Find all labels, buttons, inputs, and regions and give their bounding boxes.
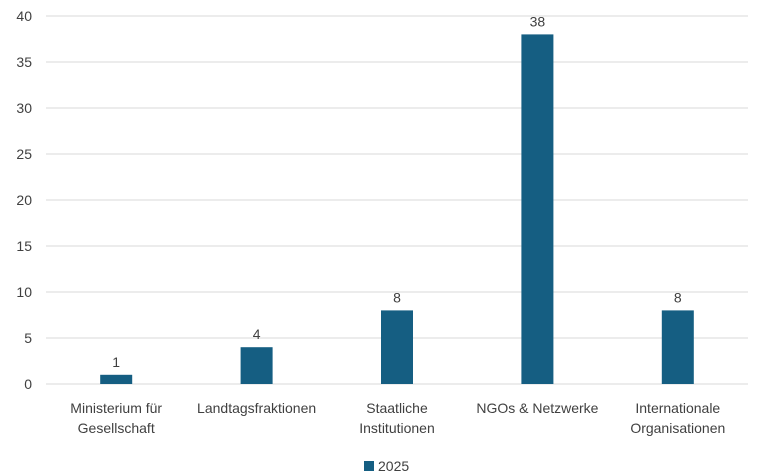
bar: [381, 310, 413, 384]
legend-label-2025: 2025: [378, 458, 409, 473]
data-label: 38: [530, 13, 546, 29]
x-category-label: Staatliche Institutionen: [359, 400, 435, 436]
y-axis-ticks: 0 5 10 15 20 25 30 35 40: [16, 8, 32, 392]
y-tick-label: 35: [16, 54, 32, 70]
x-category-label: Landtagsfraktionen: [197, 400, 316, 416]
data-label: 8: [393, 289, 401, 305]
data-labels: 1 4 8 38 8: [112, 13, 682, 369]
y-tick-label: 20: [16, 192, 32, 208]
y-tick-label: 5: [24, 330, 32, 346]
x-category-label: Ministerium für Gesellschaft: [70, 400, 162, 436]
y-tick-label: 0: [24, 376, 32, 392]
y-tick-label: 15: [16, 238, 32, 254]
legend: 2025: [364, 458, 409, 473]
bars: [100, 34, 694, 385]
bar: [240, 347, 273, 384]
y-tick-label: 40: [16, 8, 32, 24]
y-tick-label: 25: [16, 146, 32, 162]
y-tick-label: 30: [16, 100, 32, 116]
bar: [661, 310, 694, 384]
gridlines: [46, 15, 748, 385]
bar: [100, 374, 133, 384]
data-label: 1: [112, 354, 120, 370]
y-tick-label: 10: [16, 284, 32, 300]
data-label: 4: [253, 326, 261, 342]
x-category-label: NGOs & Netzwerke: [476, 400, 598, 416]
x-category-label: Internationale Organisationen: [630, 400, 725, 436]
data-label: 8: [674, 289, 682, 305]
bar: [521, 34, 554, 385]
x-axis-categories: Ministerium für Gesellschaft Landtagsfrakt…: [70, 400, 725, 436]
legend-swatch-2025: [364, 461, 374, 471]
